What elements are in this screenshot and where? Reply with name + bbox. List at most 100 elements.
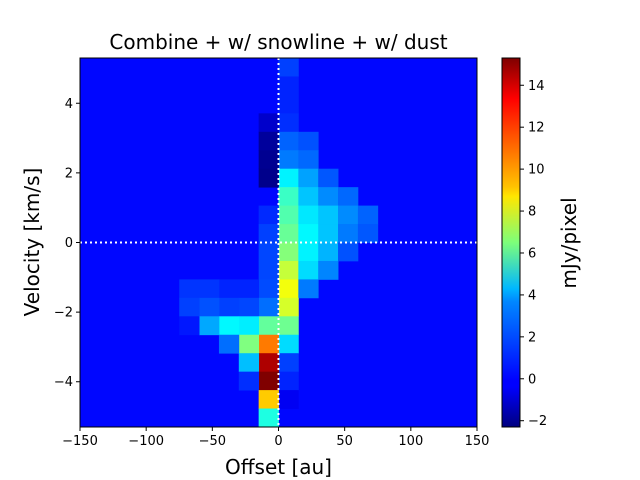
heatmap-cell bbox=[338, 242, 359, 262]
heatmap-cell bbox=[199, 297, 220, 317]
y-tick-label: −2 bbox=[54, 306, 73, 321]
x-tick-label: 0 bbox=[274, 434, 282, 449]
colorbar-label: mJy/pixel bbox=[557, 197, 581, 288]
heatmap-cell bbox=[298, 242, 319, 262]
x-tick-label: −150 bbox=[62, 434, 98, 449]
heatmap-cell bbox=[278, 334, 299, 354]
colorbar bbox=[501, 57, 521, 428]
heatmap-cell bbox=[278, 390, 299, 409]
heatmap-cell bbox=[238, 316, 260, 336]
heatmap-cell bbox=[258, 131, 279, 151]
heatmap-cell bbox=[278, 205, 299, 225]
heatmap-cell bbox=[298, 279, 319, 299]
heatmap-cell bbox=[258, 390, 279, 409]
colorbar-tick-label: 12 bbox=[528, 121, 545, 136]
heatmap-cell bbox=[179, 297, 200, 317]
heatmap-cell bbox=[238, 371, 260, 391]
heatmap-cell bbox=[318, 242, 339, 262]
heatmap-cell bbox=[298, 260, 319, 280]
heatmap-cell bbox=[258, 260, 279, 280]
x-tick-label: 100 bbox=[398, 434, 423, 449]
heatmap-cell bbox=[298, 131, 319, 151]
heatmap-cell bbox=[278, 242, 299, 262]
chart-title: Combine + w/ snowline + w/ dust bbox=[109, 30, 447, 54]
heatmap-cell bbox=[278, 187, 299, 206]
heatmap-cell bbox=[179, 316, 200, 336]
heatmap-cell bbox=[298, 150, 319, 170]
heatmap-cell bbox=[278, 224, 299, 243]
heatmap-cell bbox=[199, 316, 220, 336]
y-tick-label: 0 bbox=[65, 236, 73, 251]
heatmap-cell bbox=[258, 334, 279, 354]
colorbar-tick-label: 14 bbox=[528, 79, 545, 94]
heatmap-cell bbox=[298, 205, 319, 225]
heatmap-cell bbox=[278, 371, 299, 391]
heatmap-cell bbox=[238, 279, 260, 299]
heatmap-cell bbox=[318, 205, 339, 225]
heatmap-cell bbox=[278, 168, 299, 188]
heatmap-cell bbox=[278, 113, 299, 133]
heatmap-cell bbox=[318, 168, 339, 188]
heatmap-cell bbox=[258, 113, 279, 133]
heatmap-cell bbox=[258, 279, 279, 299]
heatmap-cell bbox=[258, 408, 279, 427]
colorbar-tick-label: 4 bbox=[528, 288, 536, 303]
heatmap-cell bbox=[238, 334, 260, 354]
colorbar-tick-label: 8 bbox=[528, 205, 536, 220]
heatmap-cell bbox=[258, 168, 279, 188]
heatmap-cell bbox=[278, 297, 299, 317]
heatmap-cell bbox=[278, 94, 299, 114]
heatmap-cell bbox=[318, 224, 339, 243]
y-tick-label: 2 bbox=[65, 166, 73, 181]
heatmap-cell bbox=[278, 131, 299, 151]
heatmap-cell bbox=[357, 205, 379, 225]
heatmap-cell bbox=[298, 187, 319, 206]
heatmap-cell bbox=[338, 187, 359, 206]
heatmap-cell bbox=[258, 205, 279, 225]
x-tick-label: 50 bbox=[336, 434, 353, 449]
heatmap-cell bbox=[258, 242, 279, 262]
heatmap-cell bbox=[278, 58, 299, 77]
heatmap-cell bbox=[357, 224, 379, 243]
heatmap-cell bbox=[179, 279, 200, 299]
heatmap-cell bbox=[258, 297, 279, 317]
y-tick-label: −4 bbox=[54, 375, 73, 390]
y-axis-label: Velocity [km/s] bbox=[20, 168, 44, 317]
heatmap-cell bbox=[298, 224, 319, 243]
y-tick-label: 4 bbox=[65, 97, 73, 112]
heatmap-cell bbox=[238, 297, 260, 317]
x-tick-label: 150 bbox=[465, 434, 490, 449]
heatmap-cell bbox=[318, 187, 339, 206]
heatmap-cell bbox=[258, 316, 279, 336]
heatmap-cell bbox=[338, 224, 359, 243]
x-axis-label: Offset [au] bbox=[225, 455, 332, 479]
colorbar-tick-label: 10 bbox=[528, 163, 545, 178]
colorbar-tick-label: −2 bbox=[528, 414, 547, 429]
x-tick-label: −50 bbox=[199, 434, 226, 449]
heatmap-cell bbox=[278, 316, 299, 336]
heatmap-cell bbox=[218, 334, 240, 354]
heatmap-cell bbox=[218, 279, 240, 299]
reference-lines bbox=[80, 58, 477, 427]
heatmap-cell bbox=[278, 150, 299, 170]
colorbar-tick-label: 0 bbox=[528, 372, 536, 387]
heatmap-cell bbox=[238, 353, 260, 373]
heatmap-cell bbox=[258, 150, 279, 170]
heatmap-cell bbox=[258, 353, 279, 373]
heatmap-cells bbox=[179, 58, 379, 427]
heatmap-cell bbox=[218, 316, 240, 336]
heatmap-cell bbox=[278, 279, 299, 299]
heatmap-cell bbox=[278, 353, 299, 373]
x-tick-label: −100 bbox=[128, 434, 164, 449]
colorbar-tick-label: 6 bbox=[528, 246, 536, 261]
heatmap-cell bbox=[298, 168, 319, 188]
colorbar-ticks: −2 0 2 4 6 8 10 12 14 bbox=[520, 79, 547, 429]
x-axis: −150 −100 −50 0 50 100 150 bbox=[62, 427, 489, 449]
heatmap-cell bbox=[338, 205, 359, 225]
heatmap-cell bbox=[218, 297, 240, 317]
heatmap-cell bbox=[258, 224, 279, 243]
heatmap-cell bbox=[199, 279, 220, 299]
y-axis: −4 −2 0 2 4 bbox=[54, 97, 80, 390]
heatmap-cell bbox=[258, 371, 279, 391]
